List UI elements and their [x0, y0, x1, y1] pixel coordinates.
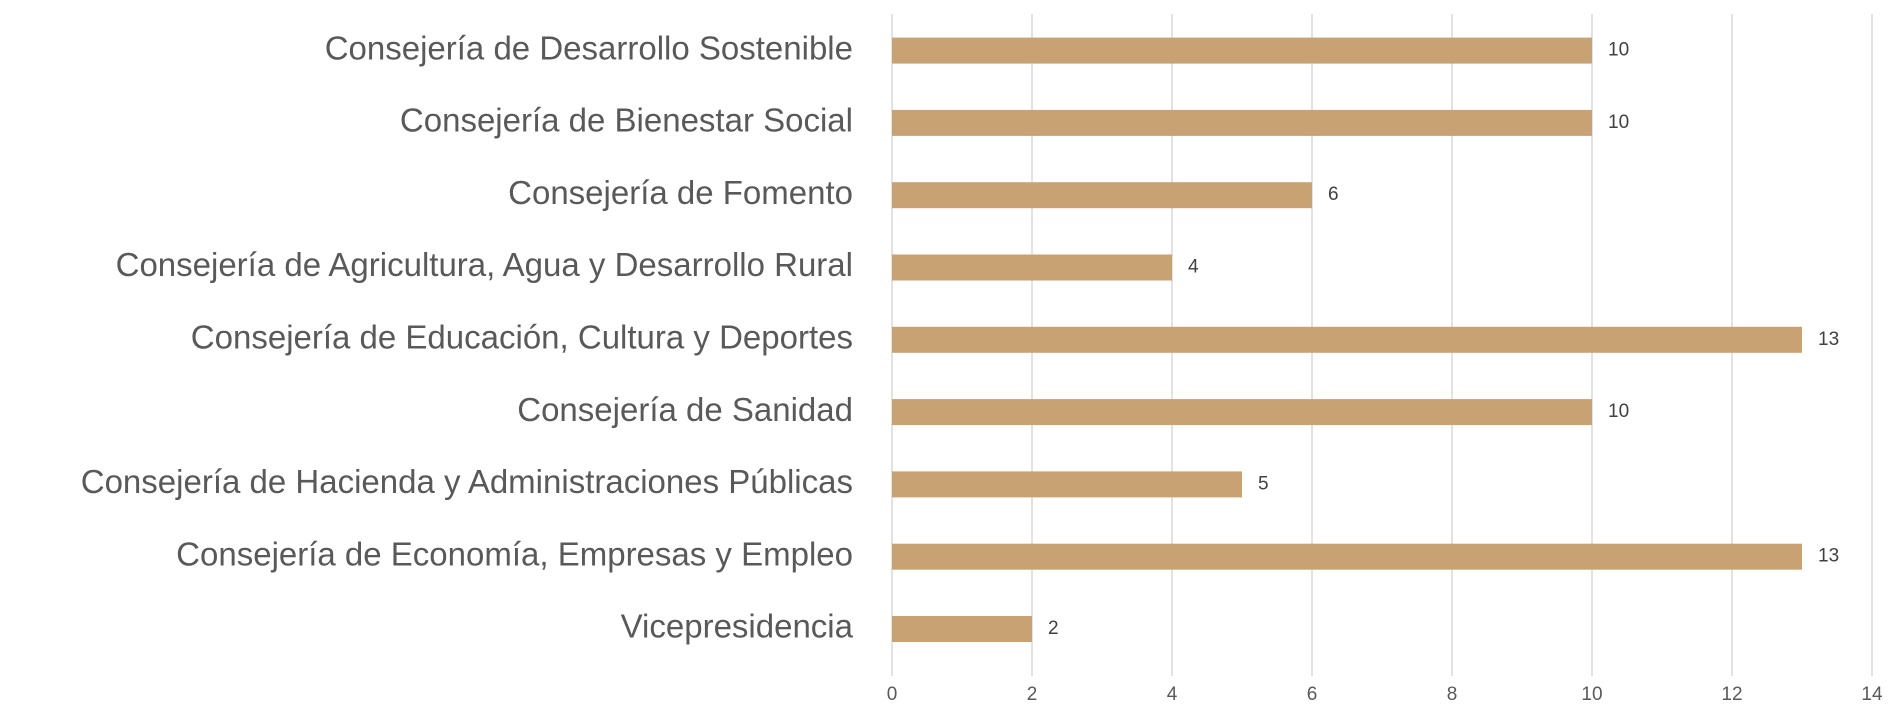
data-label: 13 — [1818, 329, 1839, 350]
bar — [892, 471, 1242, 498]
bar — [892, 254, 1172, 281]
x-tick-label: 14 — [1861, 684, 1883, 705]
data-label: 5 — [1258, 473, 1269, 494]
data-label: 10 — [1608, 40, 1629, 61]
x-tick-label: 2 — [1027, 684, 1038, 705]
bar — [892, 37, 1592, 64]
category-label: Consejería de Sanidad — [517, 391, 853, 428]
x-tick-label: 0 — [887, 684, 898, 705]
x-tick-label: 8 — [1447, 684, 1458, 705]
category-label: Consejería de Hacienda y Administracione… — [81, 463, 853, 500]
bar — [892, 543, 1802, 570]
bar — [892, 326, 1802, 353]
category-label: Consejería de Economía, Empresas y Emple… — [176, 535, 853, 572]
category-label: Vicepresidencia — [621, 608, 854, 645]
bar — [892, 182, 1312, 209]
data-label: 6 — [1328, 184, 1339, 205]
x-tick-label: 6 — [1307, 684, 1318, 705]
category-label: Consejería de Desarrollo Sostenible — [325, 29, 853, 66]
x-tick-label: 12 — [1721, 684, 1742, 705]
x-tick-label: 4 — [1167, 684, 1178, 705]
data-label: 10 — [1608, 401, 1629, 422]
bar — [892, 109, 1592, 136]
category-label: Consejería de Bienestar Social — [400, 102, 853, 139]
category-label: Consejería de Agricultura, Agua y Desarr… — [116, 246, 853, 283]
data-label: 2 — [1048, 618, 1059, 639]
bar — [892, 399, 1592, 426]
data-label: 4 — [1188, 257, 1199, 278]
x-tick-label: 10 — [1581, 684, 1602, 705]
category-label: Consejería de Fomento — [508, 174, 853, 211]
data-label: 10 — [1608, 112, 1629, 133]
category-label: Consejería de Educación, Cultura y Depor… — [191, 319, 853, 356]
bar — [892, 616, 1032, 642]
data-label: 13 — [1818, 546, 1839, 567]
